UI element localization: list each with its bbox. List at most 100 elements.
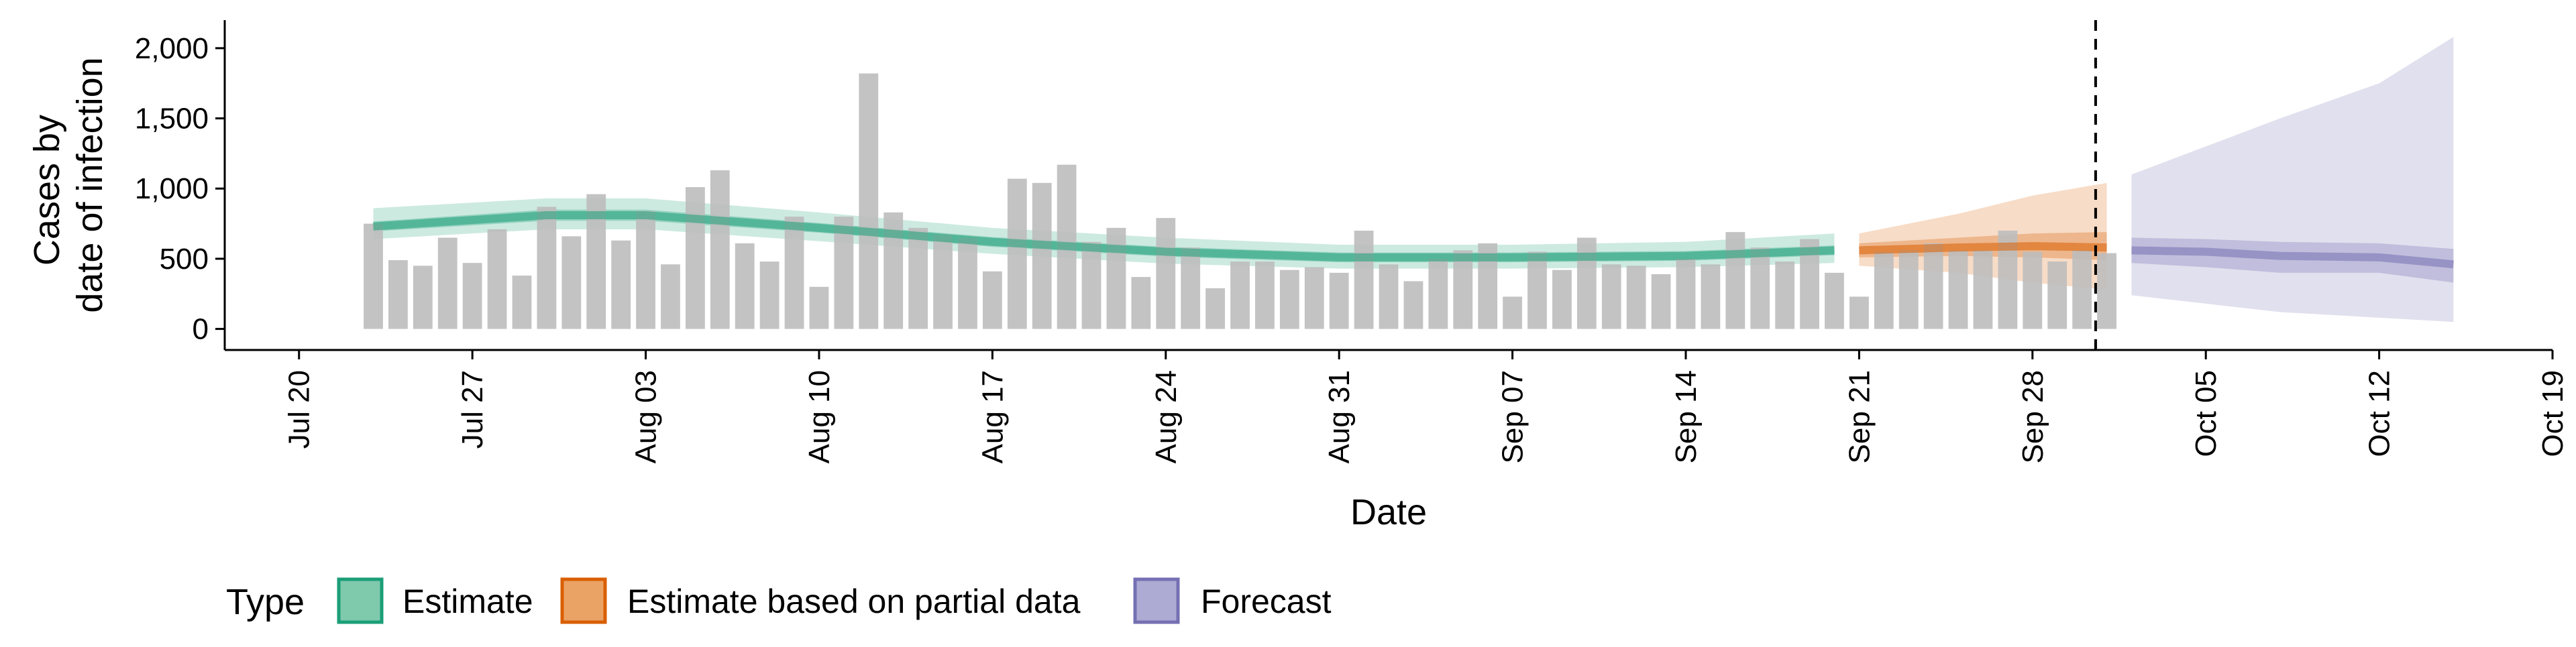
- case-bar: [958, 237, 977, 329]
- median-layer: [373, 211, 2454, 269]
- x-axis-ticks: Jul 20 Jul 27 Aug 03 Aug 10 Aug 17 Aug 24 Aug …: [283, 350, 2569, 463]
- x-tick-label: Aug 17: [976, 370, 1009, 463]
- case-bar: [784, 217, 804, 329]
- case-bar: [1205, 288, 1225, 329]
- case-bar: [1874, 251, 1894, 329]
- partial-estimate-median-line: [1859, 242, 2107, 255]
- case-bar: [2047, 261, 2068, 329]
- legend-title: Type: [226, 582, 305, 622]
- x-tick-label: Oct 12: [2363, 370, 2396, 457]
- case-bar: [1948, 250, 1968, 329]
- y-tick-label: 1,500: [135, 103, 209, 135]
- case-bar: [1230, 261, 1250, 329]
- case-bar: [1403, 281, 1424, 329]
- case-bar: [1527, 251, 1547, 329]
- case-bar: [1329, 272, 1349, 329]
- case-bar: [1304, 267, 1324, 329]
- x-tick-label: Jul 27: [456, 370, 489, 449]
- case-bar: [2072, 250, 2092, 329]
- legend-label: Estimate based on partial data: [627, 583, 1081, 620]
- legend: Type Estimate Estimate based on partial d…: [226, 577, 1332, 624]
- case-bar: [413, 266, 433, 329]
- case-bar: [1279, 270, 1299, 329]
- case-bar: [1725, 232, 1746, 329]
- case-bar: [537, 207, 557, 329]
- x-tick-label: Jul 20: [283, 370, 316, 449]
- case-bar: [1775, 261, 1795, 329]
- case-bar: [1825, 272, 1844, 329]
- legend-key: [1133, 577, 1180, 624]
- case-bar: [1626, 266, 1646, 329]
- case-bar: [1503, 296, 1522, 329]
- case-bar: [1750, 247, 1770, 329]
- case-bar: [1898, 250, 1919, 329]
- case-bar: [1973, 250, 1993, 329]
- case-bar: [1651, 274, 1671, 329]
- y-axis-title: Cases by date of infection: [27, 57, 110, 312]
- case-bar: [1849, 296, 1869, 329]
- case-bar: [1255, 261, 1275, 329]
- case-bar: [908, 227, 928, 329]
- case-bar: [1428, 258, 1448, 329]
- case-bar: [1081, 241, 1102, 329]
- y-tick-label: 0: [193, 313, 209, 346]
- case-bar: [1007, 178, 1027, 329]
- case-bar: [1701, 264, 1721, 329]
- x-tick-label: Aug 31: [1323, 370, 1356, 463]
- x-tick-label: Aug 24: [1150, 370, 1183, 463]
- x-tick-label: Sep 28: [2017, 370, 2049, 463]
- case-bar: [1576, 237, 1597, 329]
- y-tick-label: 500: [160, 243, 209, 276]
- case-bar: [1181, 247, 1201, 329]
- case-bar: [661, 264, 680, 329]
- ribbon-layer: [373, 37, 2454, 322]
- case-bar: [710, 170, 730, 329]
- case-bar: [364, 223, 383, 329]
- case-bar: [1379, 264, 1399, 329]
- partial-estimate-ribbon-90: [1859, 182, 2107, 290]
- case-bar: [1106, 227, 1126, 329]
- y-axis-title-line-1: Cases by: [27, 115, 67, 266]
- x-tick-label: Aug 03: [630, 370, 663, 463]
- case-bar: [1453, 250, 1473, 329]
- case-bar: [487, 229, 507, 329]
- y-tick-label: 2,000: [135, 32, 209, 65]
- legend-key: [560, 577, 607, 624]
- legend-key: [337, 577, 384, 624]
- case-bar: [735, 243, 755, 329]
- x-tick-label: Sep 21: [1843, 370, 1876, 463]
- estimate-median-line: [373, 211, 1835, 261]
- case-bar: [561, 236, 582, 329]
- legend-label: Forecast: [1201, 583, 1332, 620]
- x-tick-label: Oct 19: [2536, 370, 2569, 457]
- x-axis-title: Date: [1350, 492, 1427, 532]
- x-tick-label: Oct 05: [2190, 370, 2222, 457]
- case-bar: [685, 187, 705, 329]
- case-bar: [1676, 258, 1696, 329]
- case-bar: [2023, 251, 2043, 329]
- case-bar: [834, 217, 854, 329]
- case-bar: [1552, 270, 1572, 329]
- y-axis-title-line-2: date of infection: [70, 57, 110, 312]
- case-bar: [636, 211, 655, 329]
- case-bar: [859, 73, 879, 329]
- case-bar: [982, 271, 1002, 329]
- forecast-median-line: [2131, 246, 2454, 269]
- case-bar: [1354, 231, 1374, 329]
- case-bar: [759, 261, 780, 329]
- legend-label: Estimate: [402, 583, 533, 620]
- case-bar: [462, 263, 482, 329]
- case-bar: [933, 235, 953, 329]
- case-bar: [1131, 277, 1151, 329]
- case-bar: [1923, 243, 1943, 329]
- case-bar: [1601, 264, 1621, 329]
- x-tick-label: Aug 10: [803, 370, 836, 463]
- case-bar: [437, 237, 458, 329]
- bar-layer: [364, 73, 2116, 329]
- case-bar: [2097, 253, 2116, 329]
- x-tick-label: Sep 14: [1670, 370, 1703, 463]
- case-bar: [512, 276, 532, 329]
- case-bar: [611, 240, 631, 329]
